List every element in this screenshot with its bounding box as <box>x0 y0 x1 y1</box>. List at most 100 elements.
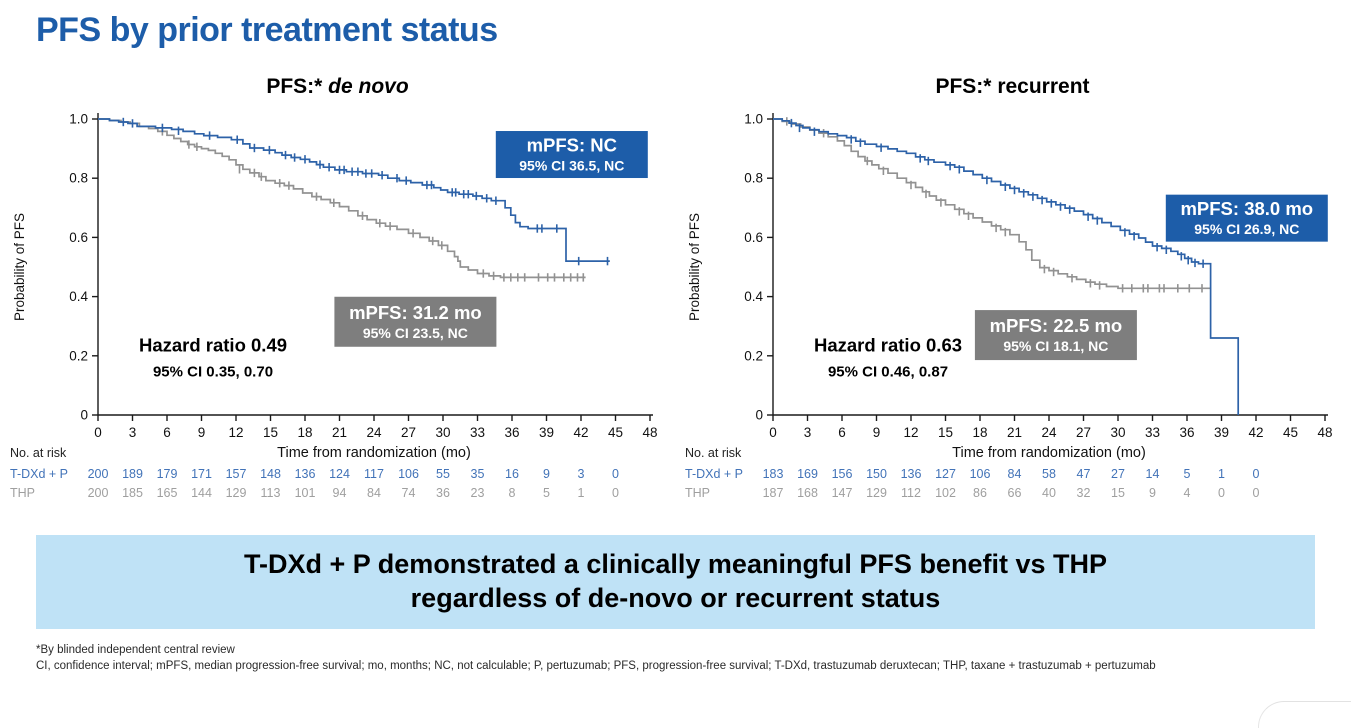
svg-text:15: 15 <box>262 425 277 440</box>
svg-text:1.0: 1.0 <box>69 112 88 127</box>
chart-title-subgroup: de novo <box>328 75 409 99</box>
footnotes: *By blinded independent central review C… <box>36 643 1351 674</box>
chart-recurrent: PFS:* recurrent 0 0.2 0.4 0.6 0.8 1.0 0 3 6 9 12 15… <box>675 75 1350 505</box>
svg-text:6: 6 <box>838 425 846 440</box>
takeaway-banner: T-DXd + P demonstrated a clinically mean… <box>36 535 1315 630</box>
svg-text:9: 9 <box>543 467 550 481</box>
chart-title-prefix: PFS:* <box>935 75 992 99</box>
svg-text:0: 0 <box>1252 467 1259 481</box>
svg-text:12: 12 <box>228 425 243 440</box>
hazard-ratio-label: Hazard ratio 0.49 95% CI 0.35, 0.70 <box>138 335 286 381</box>
svg-text:95% CI 36.5, NC: 95% CI 36.5, NC <box>519 158 624 174</box>
svg-text:45: 45 <box>607 425 622 440</box>
svg-text:200: 200 <box>87 486 108 500</box>
svg-text:129: 129 <box>225 486 246 500</box>
svg-text:24: 24 <box>1041 425 1057 440</box>
svg-text:3: 3 <box>803 425 811 440</box>
km-curve-thp <box>97 118 586 282</box>
svg-text:36: 36 <box>504 425 519 440</box>
chart-de-novo: PFS:* de novo 0 0.2 0.4 0.6 0.8 1.0 0 3 6 9 12 15 18… <box>0 75 675 505</box>
footnote-abbreviations: CI, confidence interval; mPFS, median pr… <box>36 659 1156 672</box>
svg-text:5: 5 <box>1183 467 1190 481</box>
svg-text:0: 0 <box>769 425 777 440</box>
svg-text:0.6: 0.6 <box>69 230 88 245</box>
svg-text:15: 15 <box>1111 486 1125 500</box>
svg-text:14: 14 <box>1145 467 1159 481</box>
takeaway-line-1: T-DXd + P demonstrated a clinically mean… <box>244 549 1107 580</box>
svg-text:147: 147 <box>831 486 852 500</box>
svg-text:18: 18 <box>297 425 312 440</box>
svg-text:136: 136 <box>294 467 315 481</box>
svg-text:36: 36 <box>436 486 450 500</box>
svg-text:33: 33 <box>469 425 484 440</box>
svg-text:35: 35 <box>470 467 484 481</box>
svg-text:106: 106 <box>969 467 990 481</box>
svg-text:136: 136 <box>900 467 921 481</box>
page-title: PFS by prior treatment status <box>36 11 498 49</box>
svg-text:144: 144 <box>191 486 212 500</box>
km-curve-thp <box>772 117 1210 293</box>
km-plot-de-novo: 00.20.40.60.81.00 3 6 9 12 15 18 21 24 27 30 33 36 39… <box>10 112 658 501</box>
svg-text:0.8: 0.8 <box>69 171 88 186</box>
svg-text:8: 8 <box>508 486 515 500</box>
axes <box>91 113 653 422</box>
svg-text:24: 24 <box>366 425 382 440</box>
risk-row-thp: THP 187 168 147 129 112 102 86 66 40 32 15 9 4 0 0 <box>685 486 1260 500</box>
svg-text:9: 9 <box>1149 486 1156 500</box>
svg-text:157: 157 <box>225 467 246 481</box>
svg-text:36: 36 <box>1179 425 1194 440</box>
y-axis-label: Probability of PFS <box>12 213 27 321</box>
svg-text:39: 39 <box>538 425 553 440</box>
km-plot-recurrent: 00.20.40.60.81.00 3 6 9 12 15 18 21 24 27 30 33 36 39… <box>685 112 1333 501</box>
svg-text:0: 0 <box>1218 486 1225 500</box>
median-box-t-dxd-p: mPFS: NC 95% CI 36.5, NC <box>495 131 648 179</box>
svg-text:Hazard ratio 0.63: Hazard ratio 0.63 <box>813 335 961 356</box>
svg-text:0.4: 0.4 <box>744 289 763 304</box>
svg-text:0: 0 <box>1252 486 1259 500</box>
svg-text:0.8: 0.8 <box>744 171 763 186</box>
svg-text:1: 1 <box>1218 467 1225 481</box>
svg-text:58: 58 <box>1042 467 1056 481</box>
svg-text:3: 3 <box>577 467 584 481</box>
svg-text:47: 47 <box>1076 467 1090 481</box>
svg-text:66: 66 <box>1007 486 1021 500</box>
svg-text:187: 187 <box>762 486 783 500</box>
svg-text:106: 106 <box>398 467 419 481</box>
svg-text:5: 5 <box>543 486 550 500</box>
svg-text:0.4: 0.4 <box>69 289 88 304</box>
svg-text:183: 183 <box>762 467 783 481</box>
median-box-thp: mPFS: 22.5 mo 95% CI 18.1, NC <box>974 310 1137 361</box>
median-box-thp: mPFS: 31.2 mo 95% CI 23.5, NC <box>333 297 496 348</box>
svg-text:200: 200 <box>87 467 108 481</box>
risk-row-t-dxd-p: T-DXd + P 183 169 156 150 136 127 106 84 58 47 27 14… <box>685 467 1260 481</box>
svg-text:95% CI 23.5, NC: 95% CI 23.5, NC <box>362 325 467 341</box>
svg-text:15: 15 <box>937 425 952 440</box>
charts-row: PFS:* de novo 0 0.2 0.4 0.6 0.8 1.0 0 3 6 9 12 15 18… <box>0 75 1351 505</box>
svg-text:55: 55 <box>436 467 450 481</box>
risk-row-thp: THP 200 185 165 144 129 113 101 94 84 74 36 23 8 5 1 0 <box>10 486 619 500</box>
svg-text:27: 27 <box>1111 467 1125 481</box>
svg-text:mPFS: NC: mPFS: NC <box>526 135 616 156</box>
svg-text:84: 84 <box>367 486 381 500</box>
svg-text:9: 9 <box>197 425 205 440</box>
svg-text:165: 165 <box>156 486 177 500</box>
footnote-asterisk: *By blinded independent central review <box>36 644 235 657</box>
tick-labels: 00.20.40.60.81.00 3 6 9 12 15 18 21 24 27 30 33 36 39… <box>744 112 1332 441</box>
svg-text:39: 39 <box>1213 425 1228 440</box>
svg-text:117: 117 <box>364 467 384 481</box>
svg-text:127: 127 <box>935 467 956 481</box>
svg-text:179: 179 <box>156 467 177 481</box>
svg-text:21: 21 <box>331 425 346 440</box>
svg-text:0: 0 <box>94 425 102 440</box>
svg-text:21: 21 <box>1006 425 1021 440</box>
svg-text:1: 1 <box>577 486 584 500</box>
risk-row-t-dxd-p: T-DXd + P 200 189 179 171 157 148 136 124 117 106 5… <box>10 467 619 481</box>
svg-text:4: 4 <box>1183 486 1190 500</box>
chart-title-prefix: PFS:* <box>266 75 323 99</box>
svg-text:0: 0 <box>755 408 763 423</box>
svg-text:27: 27 <box>1075 425 1090 440</box>
svg-text:156: 156 <box>831 467 852 481</box>
svg-text:95% CI 0.46, 0.87: 95% CI 0.46, 0.87 <box>827 364 947 381</box>
svg-text:12: 12 <box>903 425 918 440</box>
svg-text:9: 9 <box>872 425 880 440</box>
